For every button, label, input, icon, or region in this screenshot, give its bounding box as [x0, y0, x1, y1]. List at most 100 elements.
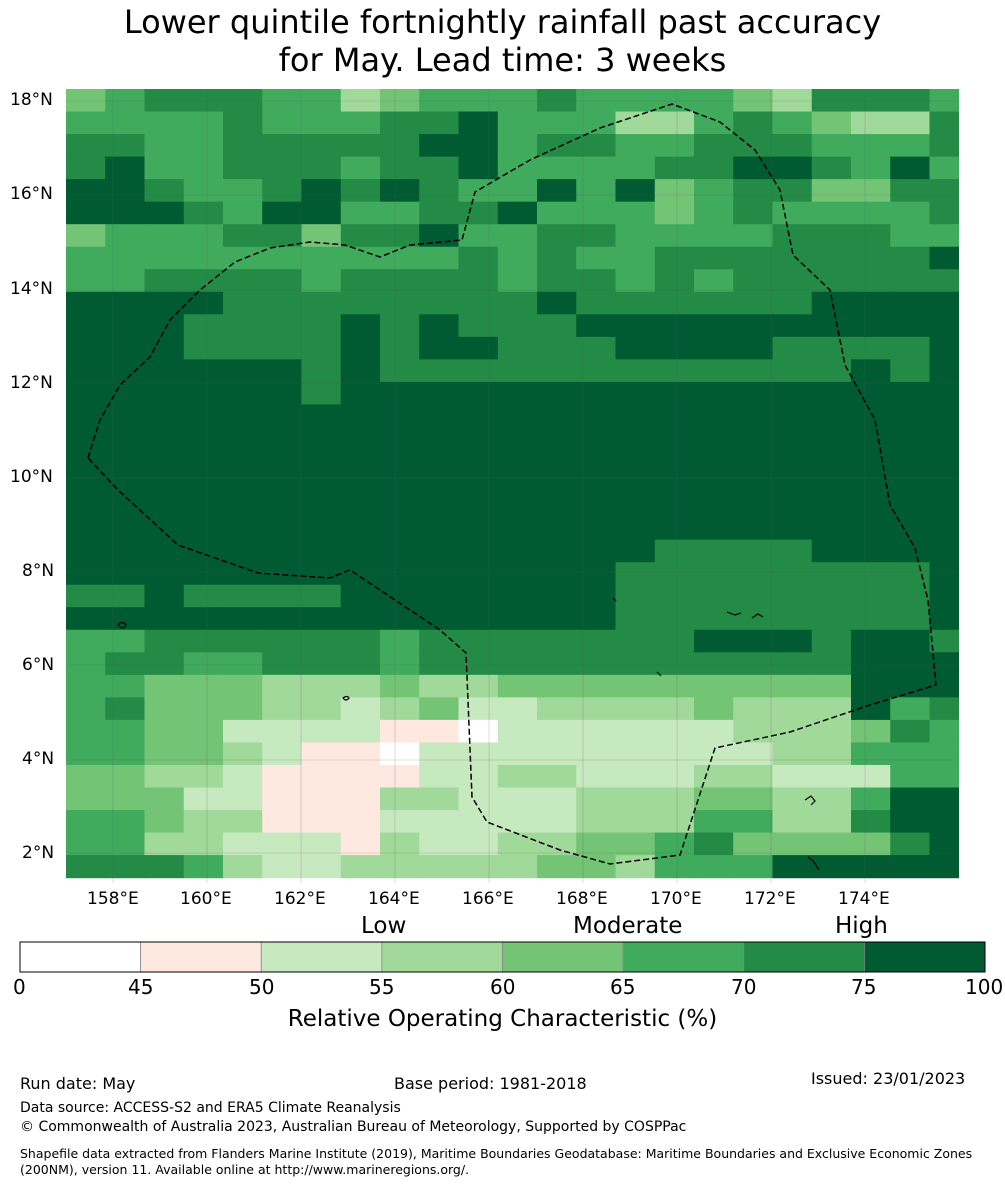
grid-cell [772, 629, 813, 653]
grid-cell [654, 810, 695, 834]
grid-cell [851, 359, 891, 383]
grid-cell [419, 156, 460, 180]
grid-cell [890, 269, 931, 293]
grid-cell [537, 674, 577, 698]
grid-cell [654, 89, 695, 113]
grid-cell [144, 111, 185, 135]
grid-cell [105, 246, 146, 270]
grid-cell [262, 787, 303, 811]
grid-cell [615, 584, 656, 608]
grid-cell [890, 607, 931, 631]
grid-cell [537, 855, 577, 879]
grid-cell [497, 674, 538, 698]
grid-cell [772, 336, 813, 360]
grid-cell [811, 472, 852, 496]
grid-cell [654, 584, 695, 608]
grid-cell [262, 832, 303, 856]
grid-cell [811, 517, 852, 541]
shapefile-credit: Shapefile data extracted from Flanders M… [20, 1146, 973, 1177]
grid-cell [929, 426, 959, 451]
grid-cell [223, 810, 263, 834]
grid-cell [105, 764, 146, 789]
grid-cell [694, 652, 734, 676]
grid-cell [615, 201, 656, 225]
grid-cell [694, 291, 734, 315]
grid-cell [380, 314, 420, 338]
grid-cell [537, 111, 577, 135]
grid-cell [223, 224, 263, 248]
grid-cell [262, 201, 303, 225]
grid-cell [105, 584, 146, 608]
grid-cell [694, 381, 734, 406]
grid-cell [497, 697, 538, 721]
grid-cell [851, 494, 891, 518]
grid-cell [183, 156, 224, 180]
grid-cell [419, 381, 460, 406]
grid-cell [223, 179, 263, 203]
grid-cell [615, 652, 656, 676]
grid-cell [340, 562, 381, 586]
grid-cell [654, 719, 695, 744]
grid-cell [301, 742, 342, 766]
grid-cell [890, 134, 931, 158]
legend-tick-70: 70 [731, 975, 757, 999]
grid-cell [66, 787, 106, 811]
grid-cell [733, 449, 774, 473]
grid-cell [576, 607, 617, 631]
grid-cell [223, 494, 263, 518]
grid-cell [537, 494, 577, 518]
grid-cell [66, 742, 106, 766]
lat-label-2n: 2°N [22, 843, 55, 863]
grid-cell [301, 134, 342, 158]
grid-cell [340, 404, 381, 428]
legend-tick-75: 75 [851, 975, 877, 999]
grid-cell [497, 89, 538, 113]
grid-cell [654, 674, 695, 698]
grid-cell [890, 719, 931, 744]
grid-cell [262, 156, 303, 180]
grid-cell [223, 697, 263, 721]
grid-cell [929, 810, 959, 834]
grid-cell [105, 179, 146, 203]
grid-cell [890, 359, 931, 383]
grid-cell [537, 607, 577, 631]
grid-cell [811, 449, 852, 473]
grid-cell [262, 336, 303, 360]
grid-cell [144, 719, 185, 744]
grid-cell [105, 291, 146, 315]
grid-cell [694, 179, 734, 203]
grid-cell [223, 291, 263, 315]
grid-cell [301, 179, 342, 203]
grid-cell [380, 674, 420, 698]
legend-category-moderate: Moderate [573, 913, 683, 939]
grid-cell [654, 652, 695, 676]
grid-cell [772, 314, 813, 338]
grid-cell [183, 359, 224, 383]
grid-cell [890, 539, 931, 563]
grid-cell [654, 201, 695, 225]
grid-cell [419, 697, 460, 721]
grid-cell [811, 494, 852, 518]
grid-cell [183, 404, 224, 428]
grid-cell [262, 314, 303, 338]
grid-cell [654, 179, 695, 203]
grid-cell [340, 832, 381, 856]
grid-cell [223, 134, 263, 158]
grid-cell [66, 539, 106, 563]
grid-cell [576, 584, 617, 608]
grid-cell [694, 472, 734, 496]
grid-cell [654, 336, 695, 360]
eez-boundary [87, 103, 937, 865]
grid-cell [183, 336, 224, 360]
grid-cell [380, 607, 420, 631]
grid-cell [497, 629, 538, 653]
grid-cell [301, 111, 342, 135]
grid-cell [811, 674, 852, 698]
grid-cell [262, 494, 303, 518]
grid-cell [654, 404, 695, 428]
grid-cell [183, 314, 224, 338]
lat-label-10n: 10°N [10, 467, 53, 487]
grid-cell [301, 855, 342, 879]
grid-cell [262, 607, 303, 631]
grid-cell [615, 336, 656, 360]
